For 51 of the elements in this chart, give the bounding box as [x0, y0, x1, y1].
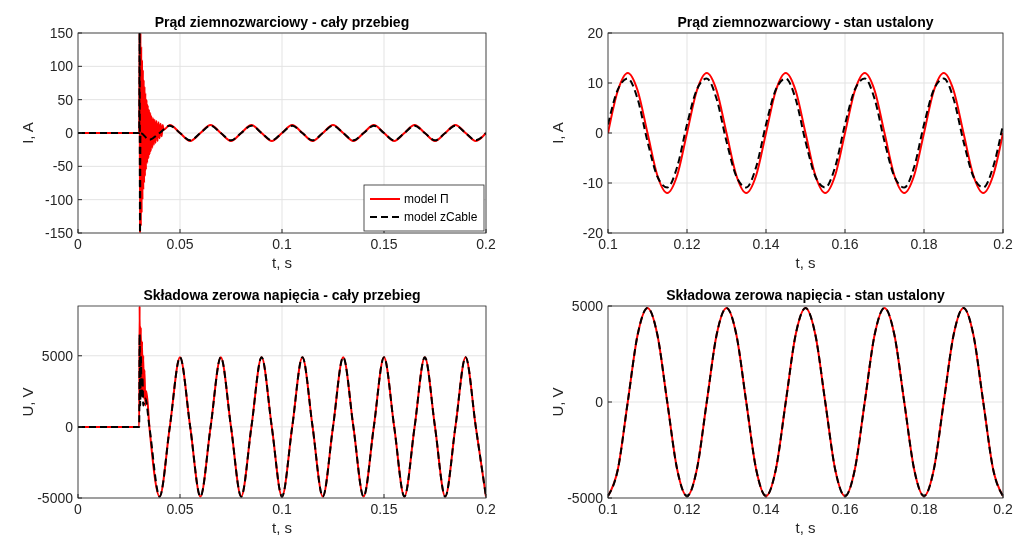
x-axis-title: t, s [795, 254, 816, 271]
x-tick-label: 0.16 [831, 236, 859, 252]
y-tick-label: 150 [49, 25, 74, 41]
x-axis-title: t, s [795, 519, 816, 536]
y-tick-label: 0 [595, 125, 604, 141]
y-tick-label: -150 [44, 225, 74, 241]
y-tick-label: 0 [595, 394, 604, 410]
y-tick-label: -5000 [37, 490, 74, 506]
x-tick-label: 0.1 [272, 236, 292, 252]
y-tick-label: 0 [65, 125, 74, 141]
y-tick-label: -5000 [567, 490, 604, 506]
y-axis-title: U, V [19, 387, 36, 417]
x-tick-label: 0.12 [673, 501, 701, 517]
chart-title: Składowa zerowa napięcia - stan ustalony [666, 287, 945, 303]
x-axis-title: t, s [271, 519, 293, 536]
y-tick-label: 5000 [41, 347, 74, 364]
x-tick-label: 0.18 [910, 501, 938, 517]
x-axis-title: t, s [271, 254, 293, 271]
y-tick-label: -100 [44, 191, 74, 208]
x-tick-label: 0.15 [370, 236, 398, 252]
y-tick-label: 0 [65, 418, 74, 435]
y-tick-label: 5000 [571, 298, 604, 314]
y-axis-title: I, A [19, 122, 36, 144]
legend-label: model zCable [404, 210, 478, 224]
x-tick-label: 0.2 [476, 501, 496, 517]
x-tick-label: 0.05 [166, 501, 194, 517]
x-tick-label: 0.12 [673, 236, 701, 252]
x-tick-label: 0.05 [166, 236, 194, 252]
y-tick-label: -10 [582, 175, 604, 191]
x-tick-label: 0.14 [752, 501, 780, 517]
y-axis-title: I, A [549, 122, 566, 144]
x-tick-label: 0.14 [752, 236, 780, 252]
line-series [608, 306, 1003, 498]
chart-title: Prąd ziemnozwarciowy - cały przebieg [154, 14, 410, 30]
x-tick-label: 0.2 [993, 501, 1013, 517]
legend-label: model Π [404, 192, 449, 206]
y-tick-label: 20 [587, 25, 604, 41]
y-axis-title: U, V [549, 387, 566, 417]
x-tick-label: 0.1 [272, 501, 292, 517]
x-tick-label: 0.18 [910, 236, 938, 252]
y-tick-label: -20 [582, 225, 604, 241]
x-tick-label: 0.2 [476, 236, 496, 252]
chart-title: Prąd ziemnozwarciowy - stan ustalony [677, 14, 934, 30]
chart-title: Składowa zerowa napięcia - cały przebieg [143, 287, 421, 303]
y-tick-label: 10 [587, 75, 604, 91]
y-tick-label: 100 [49, 58, 74, 75]
y-tick-label: -50 [52, 158, 74, 175]
y-tick-label: 50 [57, 91, 74, 108]
x-tick-label: 0.15 [370, 501, 398, 517]
x-tick-label: 0.2 [993, 236, 1013, 252]
x-tick-label: 0.16 [831, 501, 859, 517]
